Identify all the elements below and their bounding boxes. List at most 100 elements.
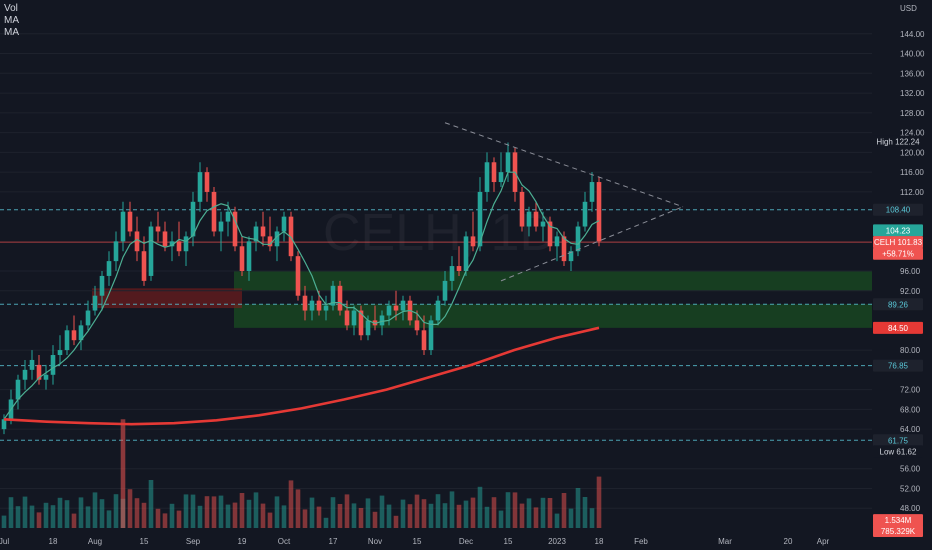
x-tick-label: Dec [459, 537, 473, 546]
y-tick-label: 112.00 [900, 188, 924, 197]
volume-bar [491, 497, 497, 528]
high-marker-label: High 122.24 [876, 137, 920, 146]
volume-bar [169, 503, 175, 528]
y-tick-label: 80.00 [900, 346, 921, 355]
candle-body [169, 241, 175, 247]
triangle-lower-line [500, 206, 684, 282]
volume-bar [246, 499, 252, 528]
volume-bar [498, 510, 504, 528]
candle-body [43, 374, 49, 380]
supply-zone [92, 288, 242, 309]
volume-bar [400, 499, 406, 528]
x-tick-label: 18 [595, 537, 604, 546]
indicator-label-ma-short[interactable]: MA [4, 15, 19, 26]
volume-bar [239, 493, 245, 528]
x-tick-label: Nov [368, 537, 382, 546]
volume-bar [407, 504, 413, 528]
candle-body [92, 295, 98, 311]
indicator-label-volume[interactable]: Vol [4, 3, 18, 14]
candle-body [106, 261, 112, 276]
x-tick-label: 18 [49, 537, 58, 546]
y-tick-label: 48.00 [900, 504, 921, 513]
candle-body [414, 320, 420, 331]
candle-body [134, 231, 140, 252]
candle-body [554, 236, 560, 247]
y-tick-label: 68.00 [900, 405, 921, 414]
candle-body [575, 226, 581, 252]
x-tick-label: 17 [329, 537, 338, 546]
x-tick-label: 19 [238, 537, 247, 546]
demand-zone-upper [234, 271, 872, 291]
indicator-label-ma-long[interactable]: MA [4, 27, 19, 38]
candle-body [561, 236, 567, 262]
y-tick-label: 96.00 [900, 267, 921, 276]
volume-bar [190, 494, 196, 528]
candle-body [218, 221, 224, 232]
y-tick-label: 56.00 [900, 465, 921, 474]
volume-bar [386, 504, 392, 528]
volume-bar [232, 502, 238, 528]
volume-bar [484, 506, 490, 528]
volume-bar [344, 494, 350, 528]
candle-body [505, 152, 511, 173]
candle-body [71, 330, 77, 341]
volume-bar [442, 503, 448, 528]
volume-bar [281, 505, 287, 528]
volume-bar [414, 494, 420, 528]
candle-body [316, 300, 322, 311]
ma-short-marker-label: 104.23 [886, 226, 911, 235]
volume-bar [351, 503, 357, 528]
candle-body [449, 266, 455, 281]
x-tick-label: 15 [413, 537, 422, 546]
candle-body [526, 211, 532, 227]
x-tick-label: Apr [817, 537, 830, 546]
candle-body [204, 172, 210, 192]
candle-body [456, 266, 462, 271]
candle-body [428, 320, 434, 351]
volume-bar [71, 513, 77, 528]
candle-body [498, 172, 504, 183]
low-marker-label: Low 61.62 [880, 447, 917, 456]
volume-bar [463, 500, 469, 528]
candle-body [365, 320, 371, 336]
volume-marker-tag [873, 514, 923, 527]
candle-body [393, 305, 399, 311]
low-marker-tag [873, 445, 923, 458]
volume-bar [57, 497, 63, 528]
volume-bar [589, 508, 595, 528]
ma-long-marker-tag [873, 321, 923, 334]
candle-body [232, 211, 238, 247]
volume-bar [428, 503, 434, 528]
demand-zone-lower [234, 304, 872, 328]
candle-body [519, 191, 525, 227]
last-price-marker-tag [873, 236, 923, 249]
x-tick-label: Jul [0, 537, 9, 546]
volume-bar [127, 489, 133, 528]
volume-bar [295, 489, 301, 528]
volume-bar [29, 505, 35, 528]
x-tick-label: Aug [88, 537, 102, 546]
ma-short-line [3, 171, 600, 420]
currency-label: USD [900, 4, 917, 13]
volume-bar [50, 505, 56, 528]
x-tick-label: 15 [140, 537, 149, 546]
candle-body [288, 216, 294, 257]
volume-bar [554, 513, 560, 528]
candle-body [330, 285, 336, 306]
volume-bar [547, 498, 553, 528]
volume-bar [519, 503, 525, 528]
x-tick-label: 15 [504, 537, 513, 546]
volume-bar [78, 497, 84, 528]
volume-bar [421, 499, 427, 528]
volume-bar [36, 512, 42, 528]
last-price-marker-label: CELH 101.83 [874, 238, 923, 247]
volume-bar [582, 497, 588, 528]
candle-body [323, 305, 329, 311]
candle-body [540, 221, 546, 227]
y-tick-label: 116.00 [900, 168, 924, 177]
volume-bar [141, 502, 147, 528]
candle-body [547, 221, 553, 247]
volume-bar [477, 486, 483, 528]
volume-bar [575, 488, 581, 528]
